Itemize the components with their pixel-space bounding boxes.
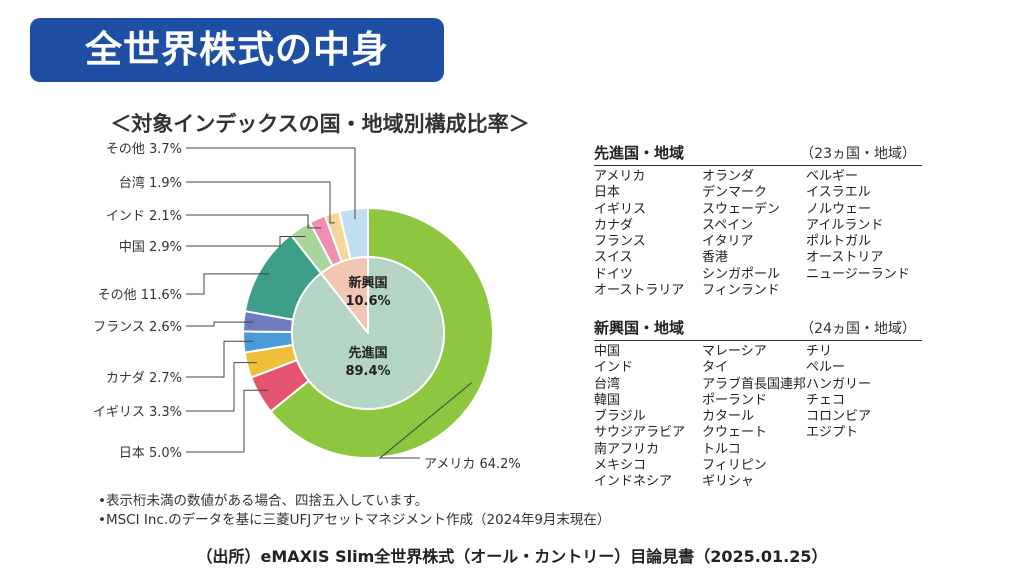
- outer-slice-label: イギリス 3.3%: [93, 405, 182, 420]
- emerging-country-item: クウェート: [702, 425, 768, 441]
- footnote-rounding: •表示桁未満の数値がある場合、四捨五入しています。: [98, 493, 429, 509]
- developed-country-item: スペイン: [702, 217, 754, 233]
- inner-label-name: 先進国: [348, 345, 387, 361]
- leader-line: [186, 389, 269, 453]
- developed-country-item: ポルトガル: [806, 234, 872, 250]
- developed-country-item: イスラエル: [806, 185, 871, 201]
- outer-slice-label: カナダ 2.7%: [106, 371, 182, 386]
- leader-line: [186, 147, 356, 220]
- developed-country-item: ドイツ: [594, 266, 634, 282]
- leader-line: [378, 382, 473, 459]
- emerging-country-item: カタール: [702, 409, 755, 425]
- emerging-country-item: ギリシャ: [702, 474, 755, 490]
- developed-country-item: スイス: [594, 250, 633, 266]
- inner-slice: [319, 255, 369, 335]
- developed-country-item: シンガポール: [702, 266, 781, 282]
- developed-country-item: オーストラリア: [594, 283, 685, 299]
- developed-country-item: カナダ: [594, 217, 634, 233]
- emerging-country-item: コロンビア: [806, 409, 872, 425]
- developed-country-item: イタリア: [702, 234, 754, 250]
- leader-line: [186, 340, 254, 378]
- developed-count: （23ヵ国・地域）: [800, 146, 916, 162]
- inner-label-name: 新興国: [348, 275, 387, 291]
- emerging-count: （24ヵ国・地域）: [800, 321, 916, 337]
- developed-country-item: 香港: [702, 250, 729, 266]
- outer-slice-label: フランス 2.6%: [93, 320, 182, 335]
- developed-country-list: アメリカ 日本 イギリス カナダ フランス スイス ドイツ オーストラリア オランダ デンマークス…: [594, 169, 922, 299]
- outer-slice-label: 台湾 1.9%: [119, 175, 182, 191]
- emerging-country-item: エジプト: [806, 425, 859, 441]
- outer-slice-label: 日本 5.0%: [119, 446, 182, 461]
- outer-slice-label: 中国 2.9%: [119, 240, 182, 255]
- outer-slice-label: その他 3.7%: [106, 142, 182, 157]
- developed-country-item: 日本: [594, 185, 621, 201]
- emerging-country-item: チェコ: [806, 392, 846, 408]
- developed-country-item: アメリカ: [594, 169, 646, 184]
- emerging-country-item: インド: [594, 360, 634, 376]
- developed-country-item: オランダ: [702, 169, 755, 184]
- emerging-country-item: インドネシア: [594, 474, 673, 490]
- developed-country-item: イギリス: [594, 201, 647, 217]
- emerging-country-item: アラブ首長国連邦: [702, 376, 807, 392]
- outer-slice-label: その他 11.6%: [98, 288, 182, 303]
- developed-title: 先進国・地域: [594, 144, 685, 162]
- emerging-country-item: 南アフリカ: [594, 441, 660, 457]
- footnote-data-source: •MSCI Inc.のデータを基に三菱UFJアセットマネジメント作成（2024年…: [98, 512, 611, 528]
- developed-country-item: ニュージーランド: [806, 266, 910, 282]
- emerging-country-item: 台湾: [594, 376, 621, 392]
- developed-country-item: スウェーデン: [702, 201, 781, 217]
- emerging-country-item: ブラジル: [594, 409, 646, 425]
- footnotes: •表示桁未満の数値がある場合、四捨五入しています。 •MSCI Inc.のデータ…: [98, 492, 610, 530]
- page-title-banner: 全世界株式の中身: [30, 18, 444, 82]
- developed-country-item: ベルギー: [806, 169, 859, 184]
- inner-slice: [291, 255, 445, 410]
- developed-country-item: フィンランド: [702, 283, 780, 299]
- emerging-country-item: フィリピン: [702, 458, 767, 474]
- developed-country-item: フランス: [594, 234, 646, 250]
- emerging-country-item: チリ: [806, 344, 833, 359]
- emerging-country-item: メキシコ: [594, 458, 647, 474]
- chart-title: ＜対象インデックスの国・地域別構成比率＞: [110, 112, 530, 136]
- outer-slice-label: アメリカ 64.2%: [424, 457, 521, 472]
- developed-country-item: デンマーク: [702, 185, 768, 201]
- source-citation: （出所）eMAXIS Slim全世界株式（オール・カントリー）目論見書（2025…: [196, 547, 828, 566]
- emerging-country-item: ポーランド: [702, 392, 768, 408]
- inner-label-value: 10.6%: [345, 294, 390, 309]
- emerging-country-item: タイ: [702, 360, 729, 376]
- emerging-country-item: 韓国: [594, 392, 621, 408]
- emerging-country-item: ペルー: [806, 360, 846, 376]
- leader-line: [186, 181, 335, 224]
- emerging-country-item: サウジアラビア: [594, 425, 686, 441]
- developed-country-item: オーストリア: [806, 250, 884, 266]
- emerging-markets-block: 新興国・地域 （24ヵ国・地域） 中国 インド 台湾 韓国 ブラジル サウジアラビア 南アフ…: [594, 317, 922, 491]
- emerging-header: 新興国・地域 （24ヵ国・地域）: [594, 317, 922, 341]
- emerging-country-item: ハンガリー: [806, 376, 872, 392]
- leader-line: [186, 321, 254, 327]
- emerging-country-item: マレーシア: [702, 344, 767, 359]
- emerging-country-item: 中国: [594, 344, 621, 359]
- emerging-country-list: 中国 インド 台湾 韓国 ブラジル サウジアラビア 南アフリカ メキシコ インドネシア マレーシア…: [594, 344, 922, 491]
- leader-line: [186, 362, 257, 412]
- inner-label-value: 89.4%: [345, 364, 390, 379]
- emerging-country-item: トルコ: [702, 441, 741, 457]
- leader-line: [186, 214, 322, 229]
- developed-header: 先進国・地域 （23ヵ国・地域）: [594, 142, 922, 166]
- developed-country-item: アイルランド: [806, 217, 884, 233]
- outer-slice-label: インド 2.1%: [106, 209, 182, 224]
- leader-line: [186, 273, 270, 295]
- leader-line: [186, 235, 306, 247]
- developed-country-item: ノルウェー: [806, 201, 872, 217]
- page-title: 全世界株式の中身: [85, 28, 389, 71]
- developed-markets-block: 先進国・地域 （23ヵ国・地域） アメリカ 日本 イギリス カナダ フランス スイス ドイツ…: [594, 142, 922, 299]
- donut-chart: 先進国 89.4% 新興国 10.6% アメリカ 64.2% 日本 5.0% イギリス 3.…: [93, 142, 521, 472]
- emerging-title: 新興国・地域: [594, 319, 685, 337]
